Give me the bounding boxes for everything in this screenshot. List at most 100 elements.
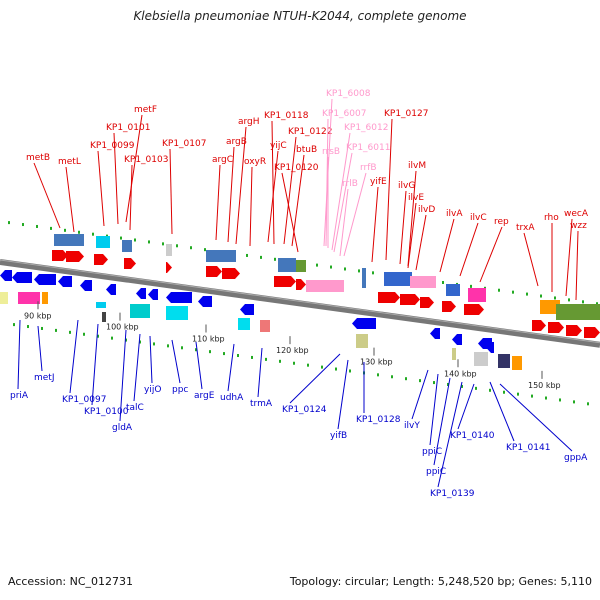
guide-dot-lower (433, 381, 435, 385)
reverse-label-leader (257, 347, 263, 398)
reverse-label-leader (411, 369, 429, 420)
reverse-gene-label: KP1_0128 (356, 415, 401, 425)
reverse-gene-label: gldA (112, 423, 133, 433)
reverse-gene-block (96, 302, 106, 308)
reverse-gene-label: talC (126, 403, 144, 413)
reverse-gene-label: KP1_0141 (506, 443, 550, 453)
guide-dot-upper (134, 238, 136, 242)
reverse-label-leader (499, 383, 573, 452)
reverse-gene-label: metJ (34, 373, 55, 383)
guide-dot-upper (36, 224, 38, 228)
guide-dot-lower (209, 350, 211, 354)
reverse-gene-arrow (452, 334, 462, 345)
guide-dot-upper (358, 269, 360, 273)
reverse-gene-arrow (0, 270, 12, 281)
forward-gene-label: trxA (516, 223, 535, 233)
rna-gene-label: KP1_6007 (322, 109, 366, 119)
reverse-gene-label: KP1_0124 (282, 405, 327, 415)
forward-gene-label: KP1_0118 (264, 111, 309, 121)
guide-dot-upper (568, 298, 570, 302)
forward-label-leader (169, 148, 173, 235)
guide-dot-lower (55, 328, 57, 332)
guide-dot-upper (316, 263, 318, 267)
forward-label-leader (575, 230, 579, 301)
forward-gene-arrow (94, 254, 108, 265)
rna-gene-label: KP1_6011 (346, 143, 390, 153)
guide-dot-lower (517, 392, 519, 396)
reverse-gene-arrow (486, 342, 494, 353)
forward-label-leader (407, 170, 417, 267)
forward-gene-block (54, 234, 84, 246)
reverse-label-leader (171, 339, 181, 384)
accession-text: Accession: NC_012731 (8, 575, 134, 588)
reverse-gene-arrow (106, 284, 116, 295)
forward-gene-block (384, 272, 412, 286)
rna-gene-label: rrlB (342, 179, 358, 189)
guide-dot-lower (167, 344, 169, 348)
kbp-tick-label: 150 kbp (528, 381, 561, 390)
rna-gene-label: rrfB (360, 163, 377, 173)
forward-gene-label: KP1_0099 (90, 141, 135, 151)
reverse-gene-block (42, 292, 48, 304)
reverse-label-leader (91, 323, 99, 406)
forward-gene-label: KP1_0127 (384, 109, 428, 119)
forward-label-leader (565, 218, 573, 297)
reverse-gene-arrow (352, 318, 376, 329)
guide-dot-lower (377, 373, 379, 377)
forward-label-leader (523, 232, 539, 287)
reverse-gene-label: udhA (220, 393, 244, 403)
guide-dot-lower (503, 390, 505, 394)
guide-dot-upper (190, 246, 192, 250)
guide-dot-lower (321, 365, 323, 369)
reverse-label-leader (17, 319, 21, 390)
forward-gene-label: wzz (570, 221, 587, 231)
reverse-gene-label: KP1_0140 (450, 431, 495, 441)
reverse-gene-label: ilvY (404, 421, 420, 431)
reverse-label-leader (195, 341, 203, 390)
reverse-gene-label: KP1_0139 (430, 489, 475, 499)
guide-dot-lower (475, 386, 477, 390)
reverse-gene-block (130, 304, 150, 318)
forward-gene-label: argC (212, 155, 233, 165)
forward-gene-arrow (584, 327, 600, 338)
forward-gene-arrow (296, 279, 306, 290)
reverse-gene-label: argE (194, 391, 215, 401)
reverse-label-leader (429, 373, 439, 446)
guide-dot-upper (204, 248, 206, 252)
guide-dot-upper (8, 221, 10, 225)
forward-gene-arrow (532, 320, 546, 331)
forward-gene-label: KP1_0122 (288, 127, 332, 137)
guide-dot-lower (237, 354, 239, 358)
reverse-gene-label: ppiC (426, 467, 446, 477)
reverse-gene-arrow (136, 288, 146, 299)
rna-label-leader (331, 132, 351, 251)
forward-gene-block (362, 268, 366, 288)
reverse-gene-block (498, 354, 510, 368)
guide-dot-upper (78, 230, 80, 234)
guide-dot-lower (531, 394, 533, 398)
forward-gene-label: oxyR (244, 157, 266, 167)
forward-gene-block (122, 240, 132, 252)
guide-dot-lower (139, 340, 141, 344)
forward-label-leader (281, 172, 299, 253)
guide-dot-lower (447, 382, 449, 386)
guide-dot-upper (148, 240, 150, 244)
reverse-gene-block (18, 292, 40, 304)
guide-dot-upper (92, 232, 94, 236)
reverse-gene-block (166, 306, 188, 320)
reverse-gene-block (474, 352, 488, 366)
forward-gene-arrow (464, 304, 484, 315)
reverse-gene-arrow (240, 304, 254, 315)
guide-dot-lower (573, 400, 575, 404)
guide-dot-lower (587, 402, 589, 406)
forward-gene-label: ilvE (408, 193, 424, 203)
guide-dot-upper (512, 290, 514, 294)
guide-dot-lower (195, 348, 197, 352)
guide-dot-upper (176, 244, 178, 248)
forward-gene-block (556, 304, 600, 320)
guide-dot-upper (498, 288, 500, 292)
forward-gene-label: rep (494, 217, 509, 227)
genome-stats-text: Topology: circular; Length: 5,248,520 bp… (289, 575, 592, 588)
rna-gene-label: rrsB (322, 147, 340, 157)
